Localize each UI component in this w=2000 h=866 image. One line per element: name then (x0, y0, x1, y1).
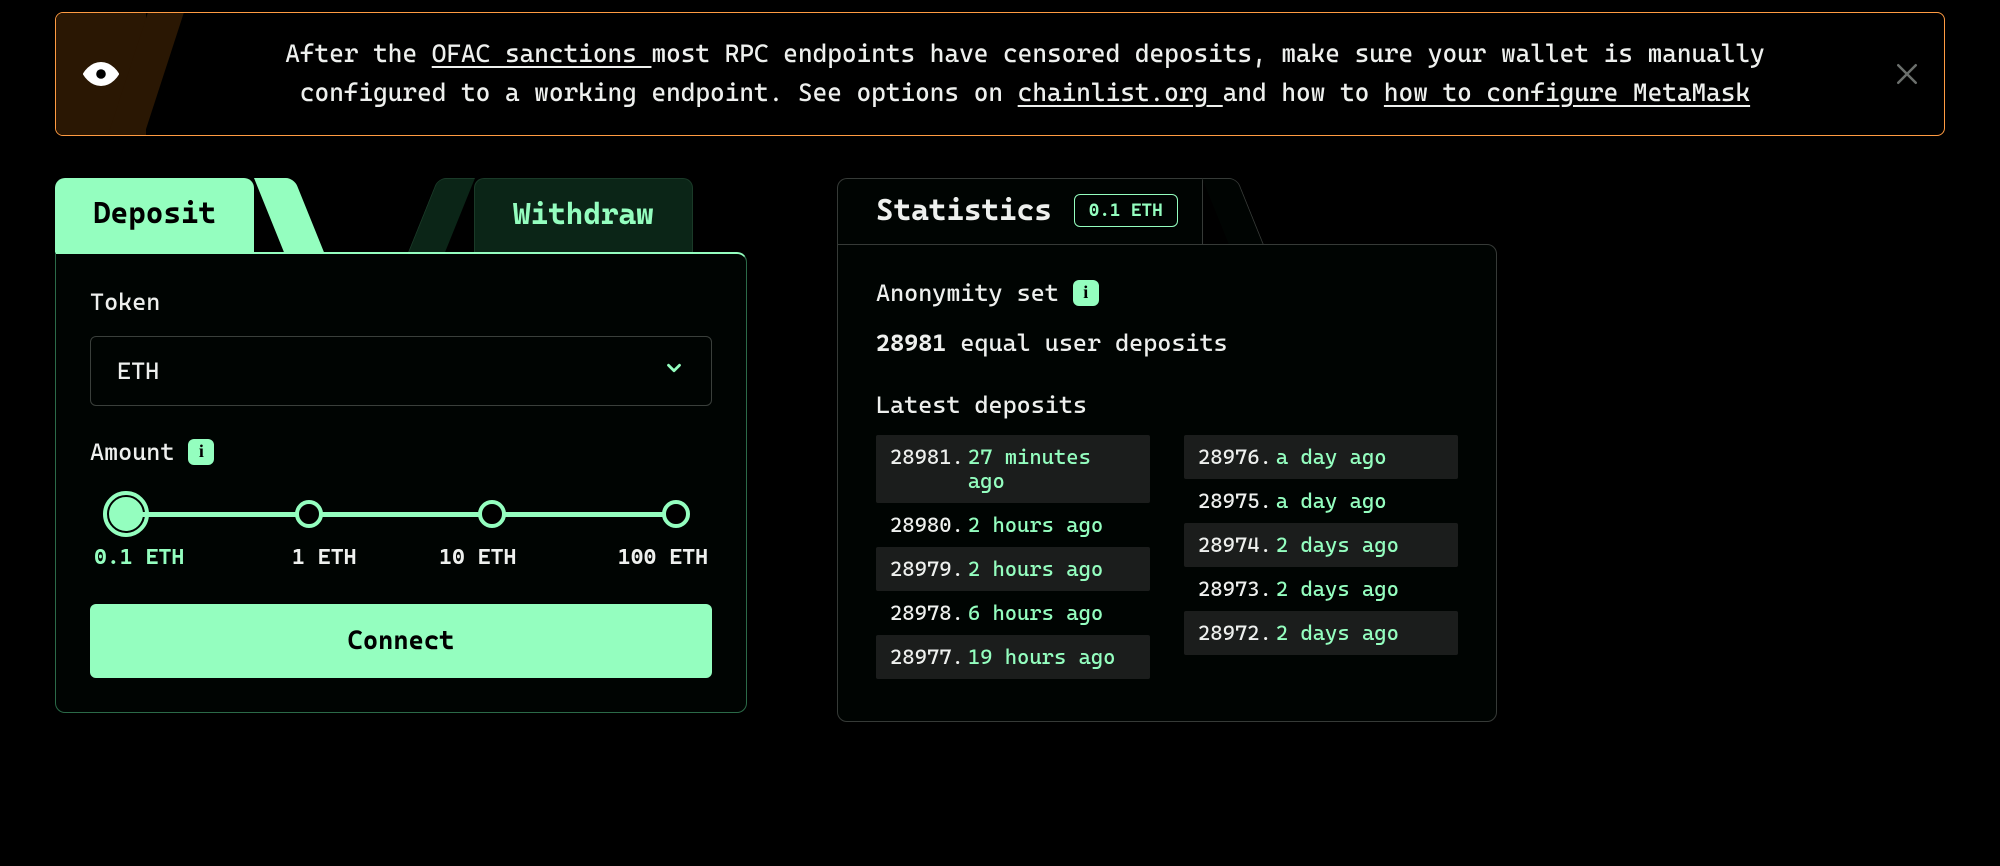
deposit-id: 28972. (1198, 621, 1272, 645)
amount-option-2[interactable] (478, 500, 506, 528)
deposit-id: 28976. (1198, 445, 1272, 469)
deposit-row: 28981. 27 minutes ago (876, 435, 1150, 503)
deposit-id: 28973. (1198, 577, 1272, 601)
deposit-row: 28974. 2 days ago (1184, 523, 1458, 567)
banner-text: After the OFAC sanctions most RPC endpoi… (146, 13, 1944, 135)
statistics-card: Anonymity set i 28981 equal user deposit… (837, 244, 1497, 722)
link-configure-metamask[interactable]: how to configure MetaMask (1384, 78, 1750, 107)
deposit-time: 2 hours ago (968, 513, 1103, 537)
deposit-id: 28975. (1198, 489, 1272, 513)
token-value: ETH (117, 357, 159, 385)
statistics-badge: 0.1 ETH (1074, 194, 1178, 227)
deposit-id: 28978. (890, 601, 964, 625)
anonymity-set-count: 28981 equal user deposits (876, 329, 1458, 357)
link-ofac-sanctions[interactable]: OFAC sanctions (432, 39, 652, 68)
deposit-row: 28977. 19 hours ago (876, 635, 1150, 679)
amount-label: Amount (90, 438, 174, 466)
amount-label-row: Amount i (90, 438, 712, 466)
deposit-id: 28980. (890, 513, 964, 537)
deposit-row: 28972. 2 days ago (1184, 611, 1458, 655)
amount-label-2: 10 ETH (401, 545, 555, 570)
deposit-time: a day ago (1276, 445, 1387, 469)
amount-option-3[interactable] (662, 500, 690, 528)
latest-deposits-list: 28981. 27 minutes ago28980. 2 hours ago2… (876, 435, 1458, 679)
latest-deposits-label: Latest deposits (876, 391, 1458, 419)
deposit-time: 2 days ago (1276, 533, 1399, 557)
deposit-row: 28976. a day ago (1184, 435, 1458, 479)
deposit-row: 28979. 2 hours ago (876, 547, 1150, 591)
amount-label-1: 1 ETH (248, 545, 402, 570)
deposit-id: 28977. (890, 645, 964, 669)
deposit-time: 2 days ago (1276, 621, 1399, 645)
deposit-row: 28973. 2 days ago (1184, 567, 1458, 611)
deposit-row: 28980. 2 hours ago (876, 503, 1150, 547)
statistics-tab: Statistics 0.1 ETH (837, 178, 1203, 244)
amount-label-3: 100 ETH (555, 545, 709, 570)
tab-withdraw[interactable]: Withdraw (474, 178, 693, 252)
deposit-time: 2 hours ago (968, 557, 1103, 581)
info-icon[interactable]: i (188, 439, 214, 465)
amount-label-0: 0.1 ETH (94, 545, 248, 570)
anonymity-set-label: Anonymity set (876, 279, 1059, 307)
chevron-down-icon (663, 357, 685, 385)
deposit-time: a day ago (1276, 489, 1387, 513)
deposit-id: 28979. (890, 557, 964, 581)
deposit-time: 6 hours ago (968, 601, 1103, 625)
amount-option-0[interactable] (109, 497, 143, 531)
deposit-id: 28974. (1198, 533, 1272, 557)
deposit-time: 27 minutes ago (968, 445, 1136, 493)
deposit-time: 19 hours ago (968, 645, 1116, 669)
banner-icon-box (56, 13, 146, 135)
close-icon[interactable] (1892, 59, 1922, 89)
anonymity-set-label-row: Anonymity set i (876, 279, 1458, 307)
deposit-card: Token ETH Amount i 0.1 ETH (55, 252, 747, 713)
amount-option-1[interactable] (295, 500, 323, 528)
deposit-row: 28978. 6 hours ago (876, 591, 1150, 635)
info-icon[interactable]: i (1073, 280, 1099, 306)
warning-banner: After the OFAC sanctions most RPC endpoi… (55, 12, 1945, 136)
eye-icon (83, 56, 119, 92)
tab-deposit[interactable]: Deposit (55, 178, 254, 252)
amount-slider[interactable]: 0.1 ETH 1 ETH 10 ETH 100 ETH (90, 486, 712, 570)
token-select[interactable]: ETH (90, 336, 712, 406)
link-chainlist[interactable]: chainlist.org (1018, 78, 1223, 107)
deposit-time: 2 days ago (1276, 577, 1399, 601)
deposit-id: 28981. (890, 445, 964, 493)
deposit-row: 28975. a day ago (1184, 479, 1458, 523)
token-label: Token (90, 288, 712, 316)
deposit-withdraw-tabs: Deposit Withdraw (55, 178, 747, 252)
connect-button[interactable]: Connect (90, 604, 712, 678)
statistics-title: Statistics (876, 193, 1052, 228)
